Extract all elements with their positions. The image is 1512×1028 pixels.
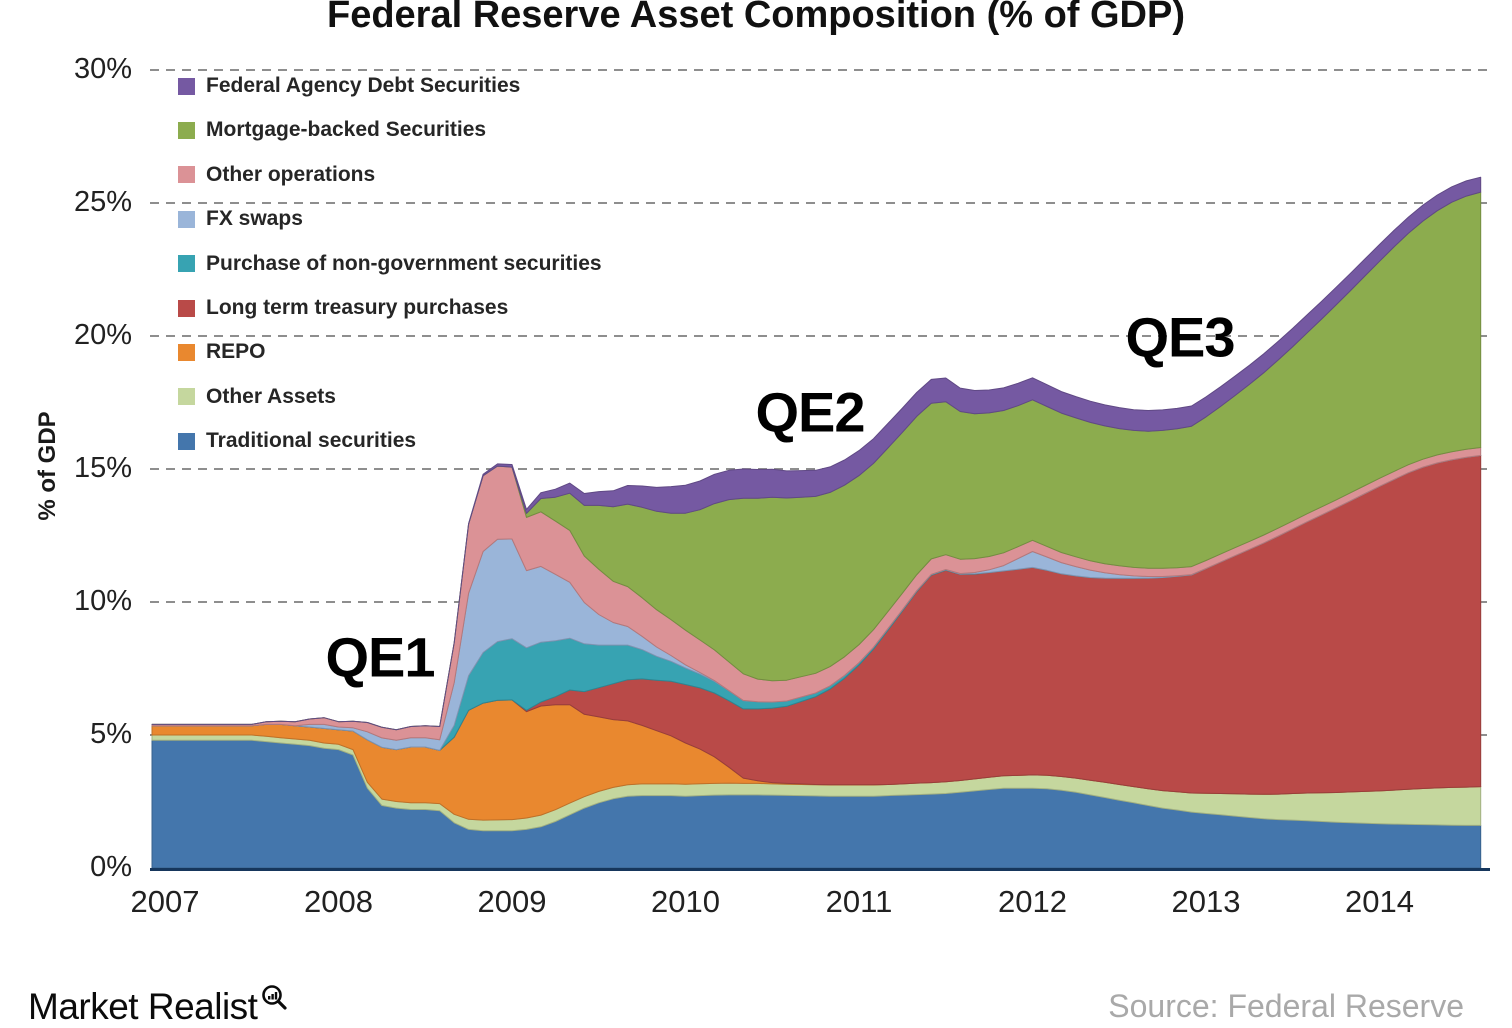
legend-swatch-federal-agency-debt-securities (178, 77, 195, 95)
brand-text: Market Realist (28, 986, 258, 1027)
legend-item-other-assets: Other Assets (178, 385, 336, 409)
x-tick-2010: 2010 (651, 884, 720, 919)
y-tick-10%: 10% (73, 585, 132, 617)
y-tick-25%: 25% (73, 186, 132, 218)
source-credit: Source: Federal Reserve (1108, 988, 1464, 1024)
legend-label-purchase-of-non-government-securities: Purchase of non-government securities (206, 251, 602, 275)
y-tick-15%: 15% (73, 452, 132, 484)
legend-swatch-fx-swaps (178, 210, 195, 228)
x-tick-2014: 2014 (1345, 884, 1414, 919)
legend-swatch-repo (178, 343, 195, 361)
x-tick-2012: 2012 (998, 884, 1067, 919)
legend-swatch-traditional-securities (178, 432, 195, 450)
annotation-qe1: QE1 (325, 625, 435, 689)
legend-label-repo: REPO (206, 340, 266, 364)
area-federal-agency-debt-securities (151, 176, 1482, 731)
legend-item-mortgage-backed-securities: Mortgage-backed Securities (178, 118, 486, 142)
x-tick-2007: 2007 (130, 884, 200, 919)
annotation-qe2: QE2 (755, 380, 865, 444)
legend-label-traditional-securities: Traditional securities (206, 429, 417, 453)
x-tick-2009: 2009 (477, 884, 547, 919)
legend-item-traditional-securities: Traditional securities (178, 429, 416, 453)
legend-swatch-other-operations (178, 166, 195, 184)
x-tick-2008: 2008 (304, 884, 373, 919)
x-tick-2011: 2011 (825, 884, 893, 919)
legend-item-other-operations: Other operations (178, 163, 375, 187)
magnifier-bar-chart-icon (259, 980, 289, 1022)
legend-label-federal-agency-debt-securities: Federal Agency Debt Securities (206, 74, 521, 97)
legend-label-long-term-treasury-purchases: Long term treasury purchases (206, 296, 509, 319)
y-tick-30%: 30% (73, 53, 132, 85)
legend-swatch-other-assets (178, 388, 195, 406)
legend-swatch-long-term-treasury-purchases (178, 299, 195, 317)
legend-item-long-term-treasury-purchases: Long term treasury purchases (178, 296, 508, 320)
legend-label-other-assets: Other Assets (206, 384, 336, 408)
y-tick-20%: 20% (73, 319, 132, 351)
legend-label-fx-swaps: FX swaps (206, 207, 303, 231)
legend-label-mortgage-backed-securities: Mortgage-backed Securities (206, 118, 487, 142)
x-tick-2013: 2013 (1171, 884, 1241, 919)
legend-swatch-mortgage-backed-securities (178, 121, 195, 139)
legend-label-other-operations: Other operations (206, 162, 376, 186)
annotation-qe3: QE3 (1125, 305, 1235, 369)
page-title: Federal Reserve Asset Composition (% of … (326, 0, 1185, 36)
legend-swatch-purchase-of-non-government-securities (178, 255, 195, 273)
brand-logo: Market Realist (28, 985, 289, 1028)
legend-item-fx-swaps: FX swaps (178, 207, 303, 231)
legend-item-federal-agency-debt-securities: Federal Agency Debt Securities (178, 74, 520, 98)
y-tick-5%: 5% (90, 718, 132, 750)
y-tick-0%: 0% (90, 851, 132, 883)
legend-item-purchase-of-non-government-securities: Purchase of non-government securities (178, 252, 602, 276)
legend-item-repo: REPO (178, 340, 266, 364)
